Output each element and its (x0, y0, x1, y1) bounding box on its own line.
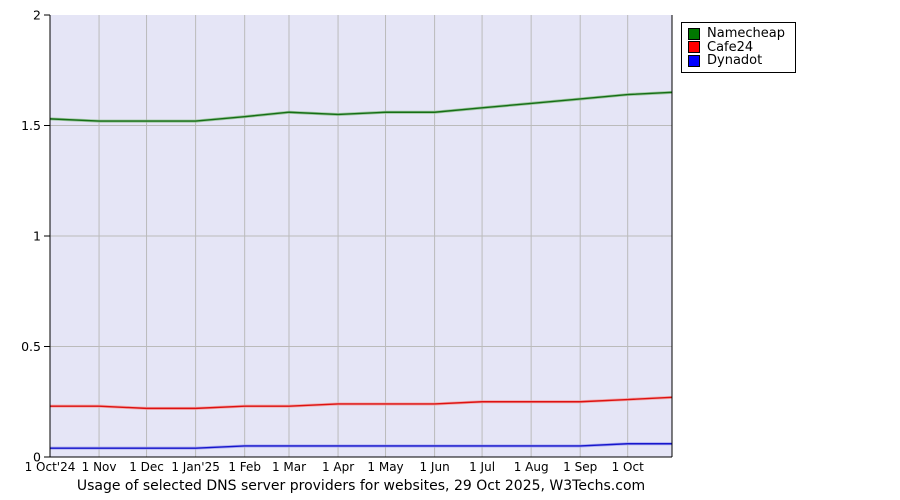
x-axis-label: 1 Apr (322, 460, 354, 474)
legend-label-cafe24: Cafe24 (707, 39, 754, 55)
legend-swatch-cafe24-icon (688, 41, 700, 54)
x-axis-label: 1 Nov (82, 460, 117, 474)
x-axis-label: 1 May (367, 460, 403, 474)
legend-swatch-namecheap-icon (688, 27, 700, 40)
x-axis-label: 1 Jan'25 (171, 460, 220, 474)
x-axis-label: 1 Mar (272, 460, 306, 474)
y-axis-label: 0.5 (21, 339, 41, 354)
series-line-namecheap (49, 91, 673, 122)
series-line-dynadot (50, 443, 672, 449)
legend: Namecheap Cafe24 Dynadot (681, 22, 796, 73)
x-axis-label: 1 Oct'24 (25, 460, 76, 474)
x-axis-label: 1 Oct (612, 460, 644, 474)
y-axis-label: 0 (33, 450, 41, 465)
legend-label-dynadot: Dynadot (707, 53, 763, 68)
x-axis-label: 1 Jul (469, 460, 495, 474)
x-axis-label: 1 Aug (514, 460, 549, 474)
legend-swatch-dynadot-icon (688, 54, 700, 67)
legend-label-namecheap: Namecheap (707, 26, 785, 41)
x-axis-label: 1 Jun (419, 460, 449, 474)
y-axis-label: 1.5 (21, 118, 41, 133)
legend-item-dynadot: Dynadot (688, 54, 785, 68)
chart-title: Usage of selected DNS server providers f… (76, 478, 646, 494)
series-line-cafe24 (50, 396, 673, 410)
legend-item-cafe24: Cafe24 (688, 39, 785, 55)
y-axis-label: 2 (33, 8, 41, 23)
x-axis-label: 1 Dec (129, 460, 164, 474)
legend-item-namecheap: Namecheap (688, 27, 785, 41)
x-axis-label: 1 Feb (228, 460, 261, 474)
x-axis-label: 1 Sep (563, 460, 597, 474)
y-axis-label: 1 (33, 229, 41, 244)
